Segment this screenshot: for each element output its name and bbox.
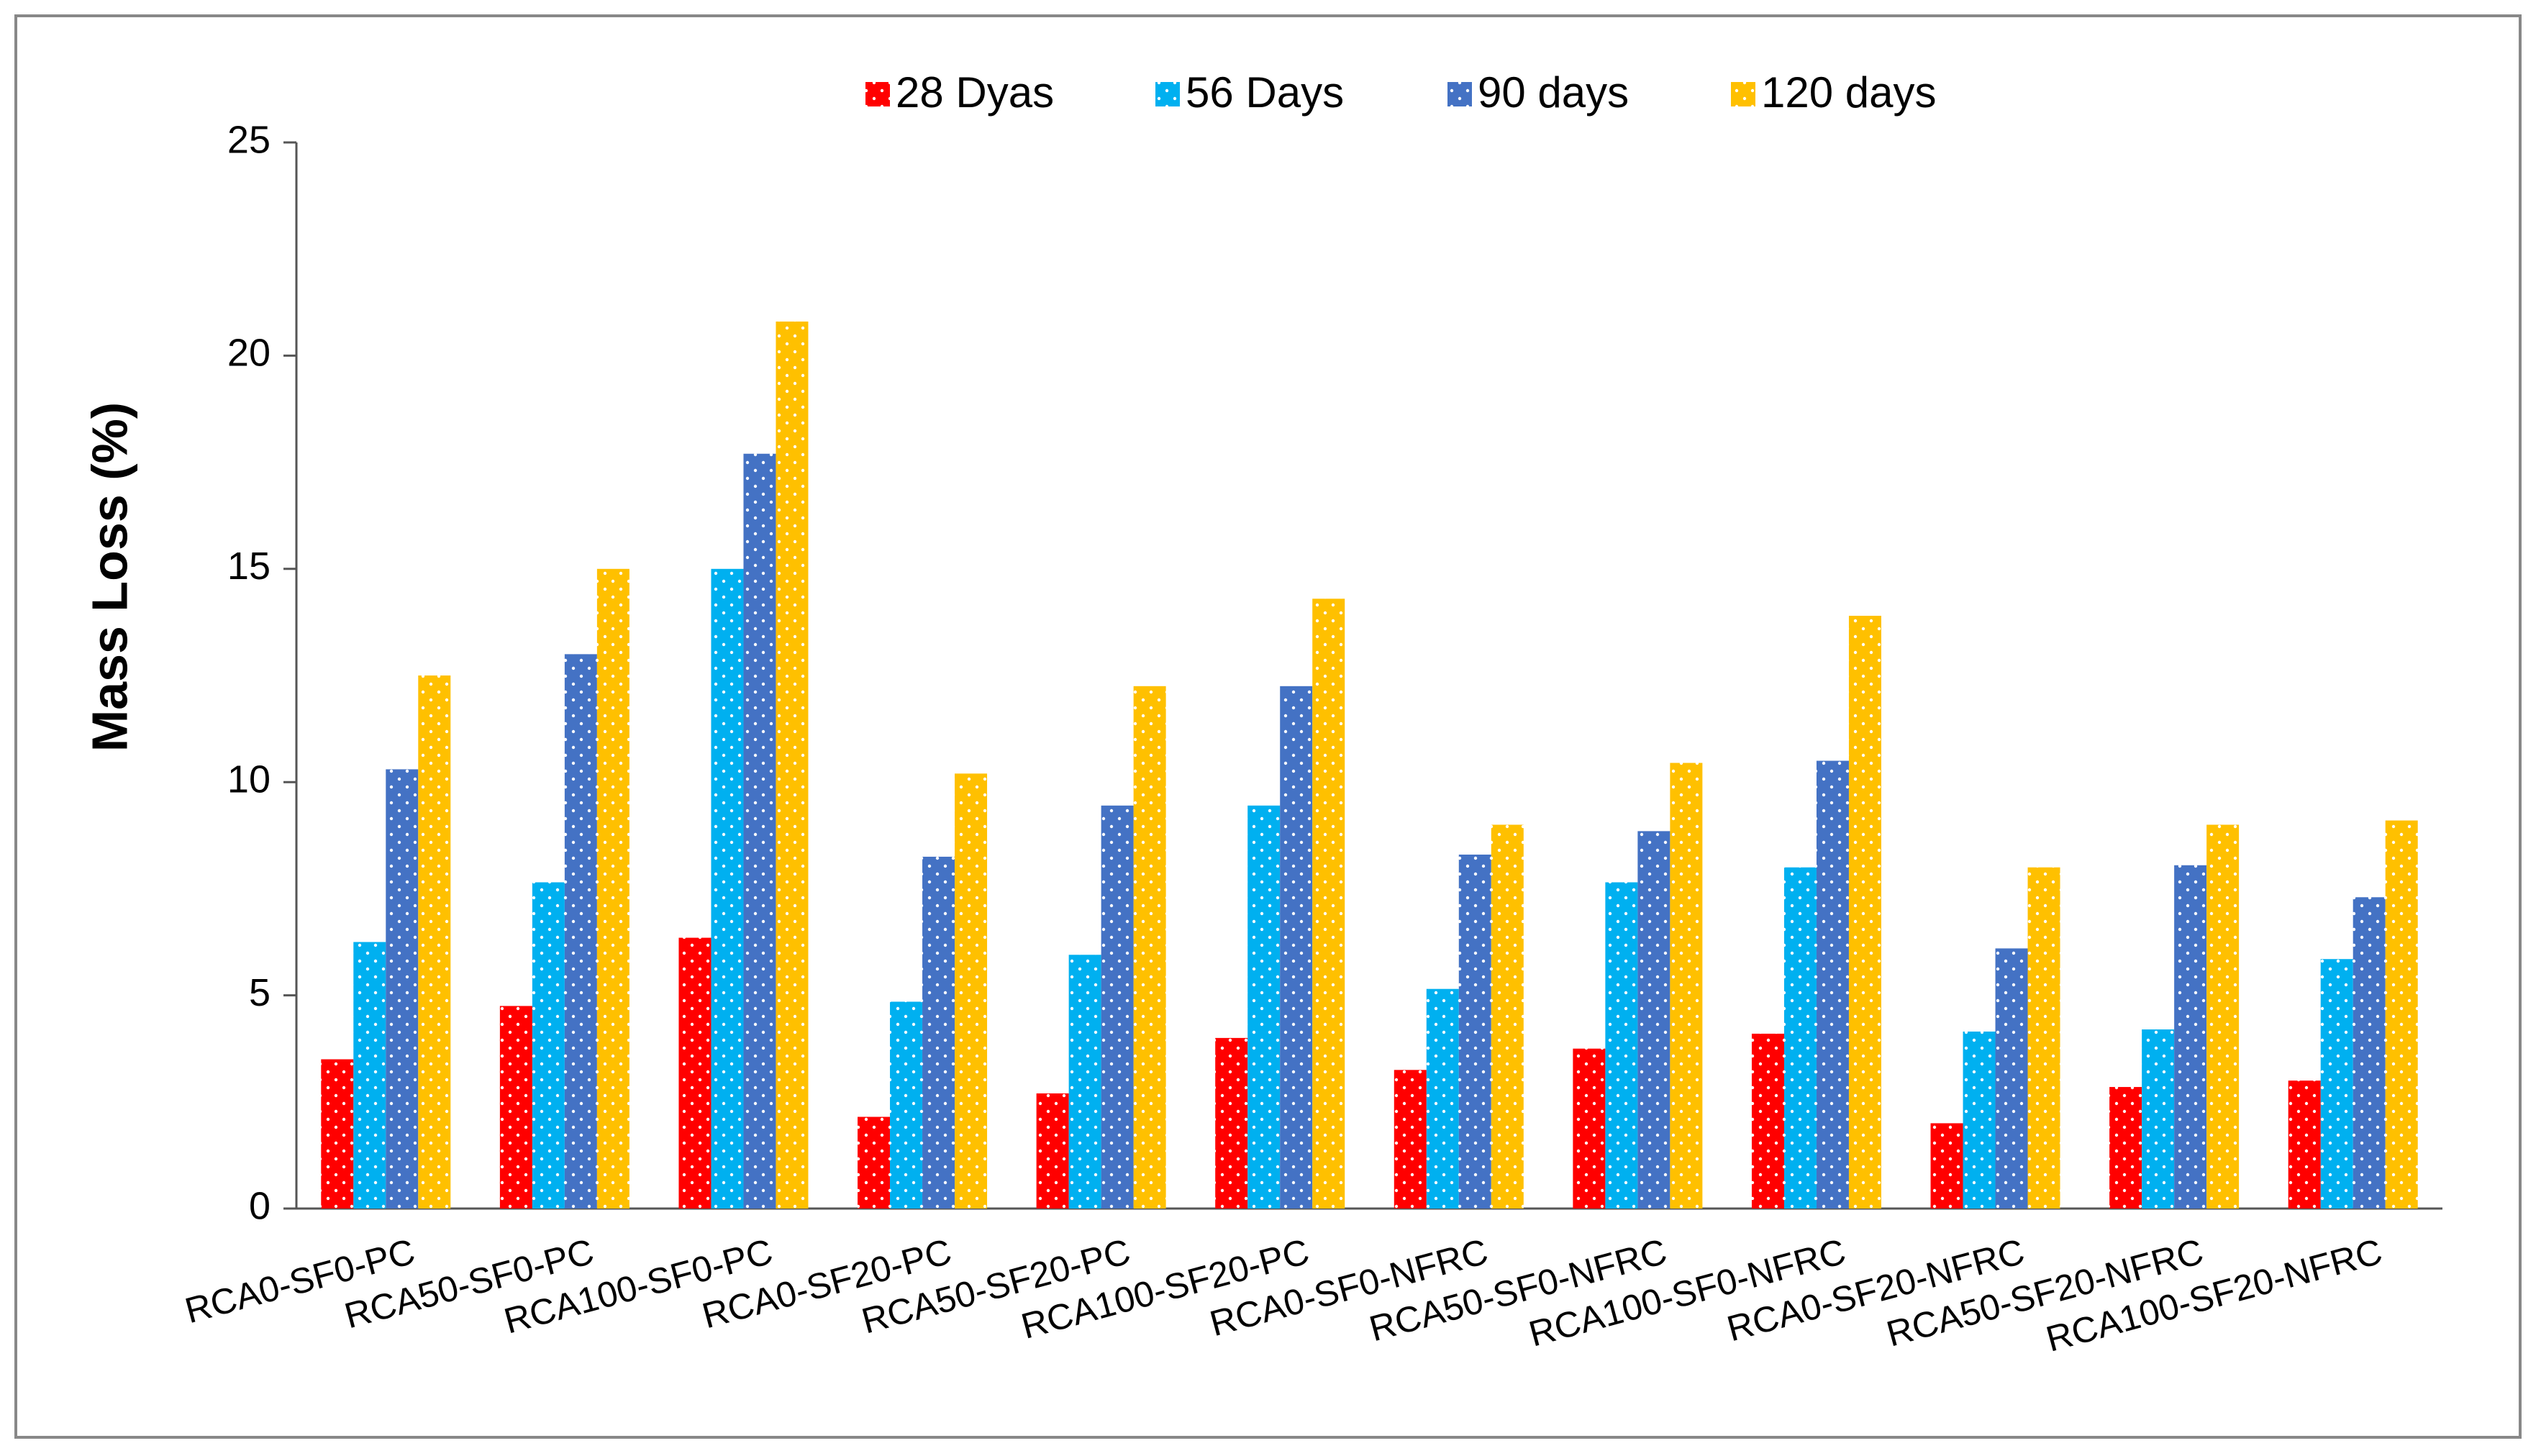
y-tick-label: 5 [249, 971, 271, 1014]
chart-frame [14, 14, 2522, 1439]
bar [2109, 1087, 2142, 1209]
y-tick-label: 0 [249, 1184, 271, 1227]
bar [1036, 1093, 1069, 1209]
bar [1573, 1048, 1606, 1209]
bar [2174, 865, 2207, 1209]
bar [1068, 955, 1101, 1209]
bar [2288, 1080, 2321, 1209]
bar [1637, 831, 1670, 1209]
bar [1816, 760, 1849, 1209]
legend-label: 120 days [1761, 68, 1937, 117]
bar [1605, 882, 1638, 1209]
bar [1101, 805, 1134, 1209]
bar [922, 856, 955, 1209]
bar [353, 942, 386, 1209]
bar [1133, 686, 1166, 1209]
bar [499, 1006, 532, 1209]
bar [858, 1116, 891, 1209]
bar [1670, 763, 1703, 1209]
bar [776, 321, 809, 1209]
bar [418, 675, 451, 1209]
y-tick-label: 10 [227, 757, 271, 801]
bar [1848, 616, 1881, 1209]
bar [1280, 686, 1313, 1209]
bar [2206, 824, 2240, 1209]
legend-swatch [865, 82, 890, 106]
legend-swatch [1731, 82, 1755, 106]
bar [890, 1001, 923, 1209]
bar [2353, 897, 2386, 1209]
bar [386, 769, 419, 1209]
bar [2320, 959, 2353, 1209]
bar [564, 654, 597, 1209]
bar [1930, 1123, 1963, 1209]
bar [2142, 1029, 2175, 1209]
y-tick-label: 15 [227, 545, 271, 588]
bar [1783, 867, 1817, 1209]
bar [596, 568, 629, 1209]
legend-swatch [1155, 82, 1180, 106]
bar [1458, 854, 1491, 1209]
bar [1751, 1033, 1784, 1209]
bar [1426, 988, 1459, 1209]
bar [1215, 1037, 1248, 1209]
bar [2385, 820, 2418, 1209]
legend-label: 28 Dyas [896, 68, 1054, 117]
bar [1491, 824, 1524, 1209]
legend-label: 56 Days [1186, 68, 1344, 117]
bar [711, 568, 744, 1209]
bar [955, 773, 988, 1209]
bar [1312, 599, 1345, 1209]
bar [532, 882, 565, 1209]
legend-swatch [1447, 82, 1472, 106]
bar [1963, 1031, 1996, 1209]
bar [1247, 805, 1281, 1209]
bar [1995, 948, 2028, 1209]
bar [321, 1059, 354, 1209]
bar [743, 453, 776, 1209]
bar [1394, 1070, 1427, 1209]
y-tick-label: 20 [227, 332, 271, 375]
y-tick-label: 25 [227, 118, 271, 161]
legend-label: 90 days [1478, 68, 1629, 117]
y-axis-title: Mass Loss (%) [81, 402, 137, 752]
bar [2027, 867, 2060, 1209]
bar [678, 937, 712, 1209]
